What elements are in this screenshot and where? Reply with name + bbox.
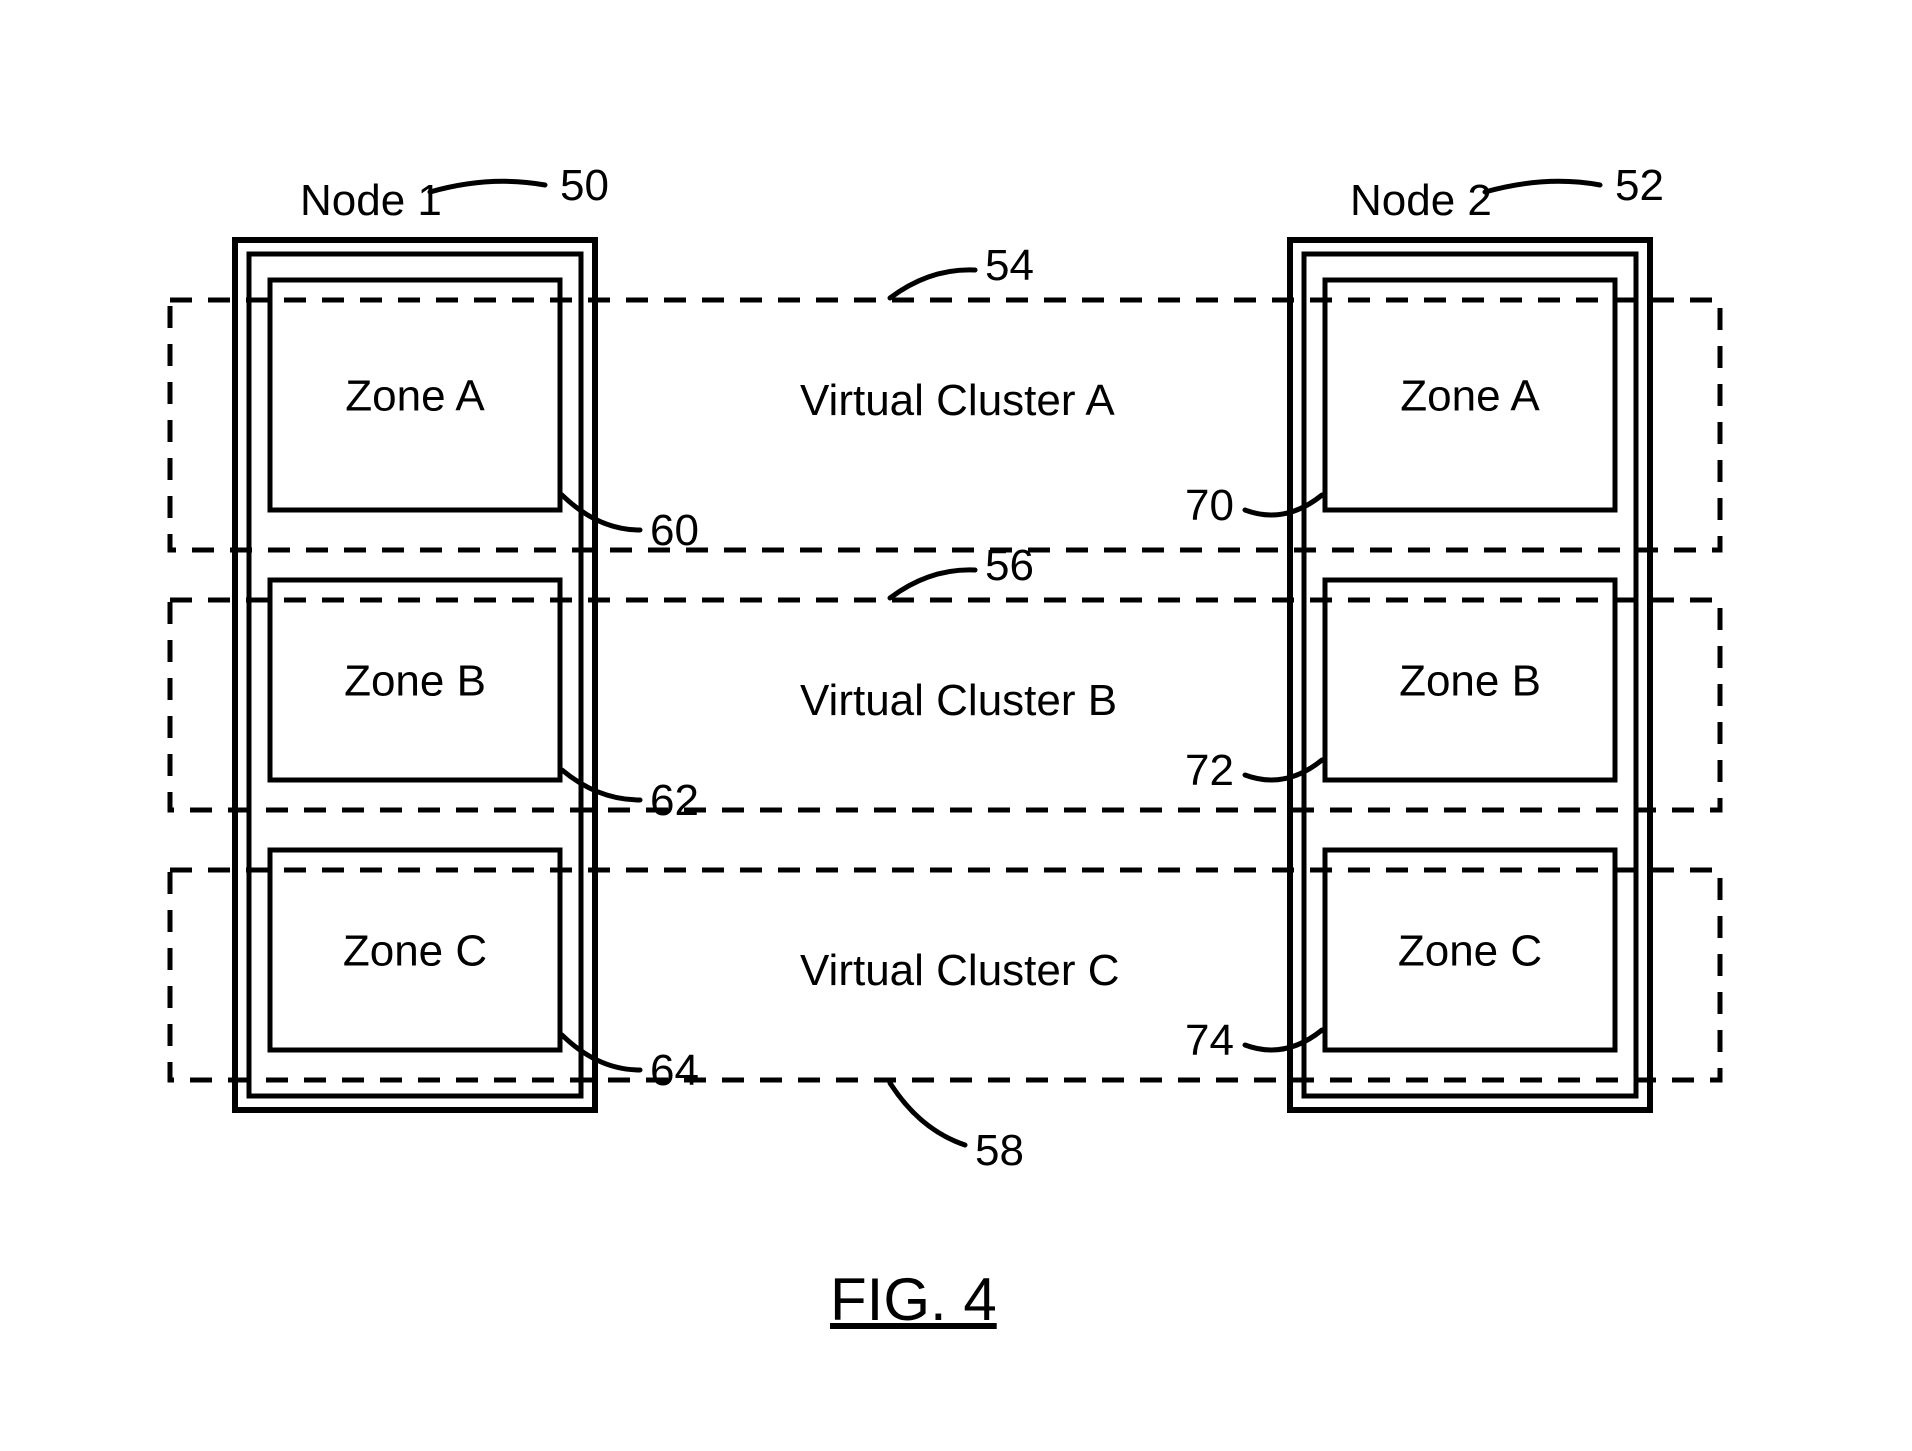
figure-label: FIG. 4 (830, 1266, 997, 1333)
zoneB1-label: Zone B (344, 656, 486, 705)
zoneA2-ref-leader (1245, 495, 1322, 515)
zoneC2-label: Zone C (1398, 926, 1542, 975)
ref-64: 64 (650, 1046, 699, 1095)
node2-ref-leader (1485, 181, 1600, 192)
vcA-ref: 54 (985, 241, 1034, 290)
node1-ref-leader (430, 181, 545, 192)
zoneA1-label: Zone A (345, 371, 485, 420)
zoneB2-ref-leader (1245, 760, 1322, 780)
vcC-ref-leader (890, 1083, 965, 1145)
node1-ref: 50 (560, 161, 609, 210)
ref-62: 62 (650, 776, 699, 825)
vcA-label: Virtual Cluster A (800, 376, 1115, 425)
node1-title: Node 1 (300, 176, 442, 225)
vcA-ref-leader (890, 270, 975, 298)
ref-70: 70 (1185, 481, 1234, 530)
zoneB1-ref-leader (562, 770, 640, 800)
vcB-label: Virtual Cluster B (800, 676, 1117, 725)
zoneC1-label: Zone C (343, 926, 487, 975)
node2-title: Node 2 (1350, 176, 1492, 225)
zoneC1-ref-leader (562, 1035, 640, 1070)
vcB-ref: 56 (985, 541, 1034, 590)
vcB-ref-leader (890, 570, 975, 598)
vcC-ref: 58 (975, 1126, 1024, 1175)
ref-60: 60 (650, 506, 699, 555)
zoneC2-ref-leader (1245, 1030, 1322, 1050)
zoneB2-label: Zone B (1399, 656, 1541, 705)
vcC-label: Virtual Cluster C (800, 946, 1120, 995)
ref-74: 74 (1185, 1016, 1234, 1065)
node2-ref: 52 (1615, 161, 1664, 210)
zoneA1-ref-leader (562, 495, 640, 530)
zoneA2-label: Zone A (1400, 371, 1540, 420)
ref-72: 72 (1185, 746, 1234, 795)
